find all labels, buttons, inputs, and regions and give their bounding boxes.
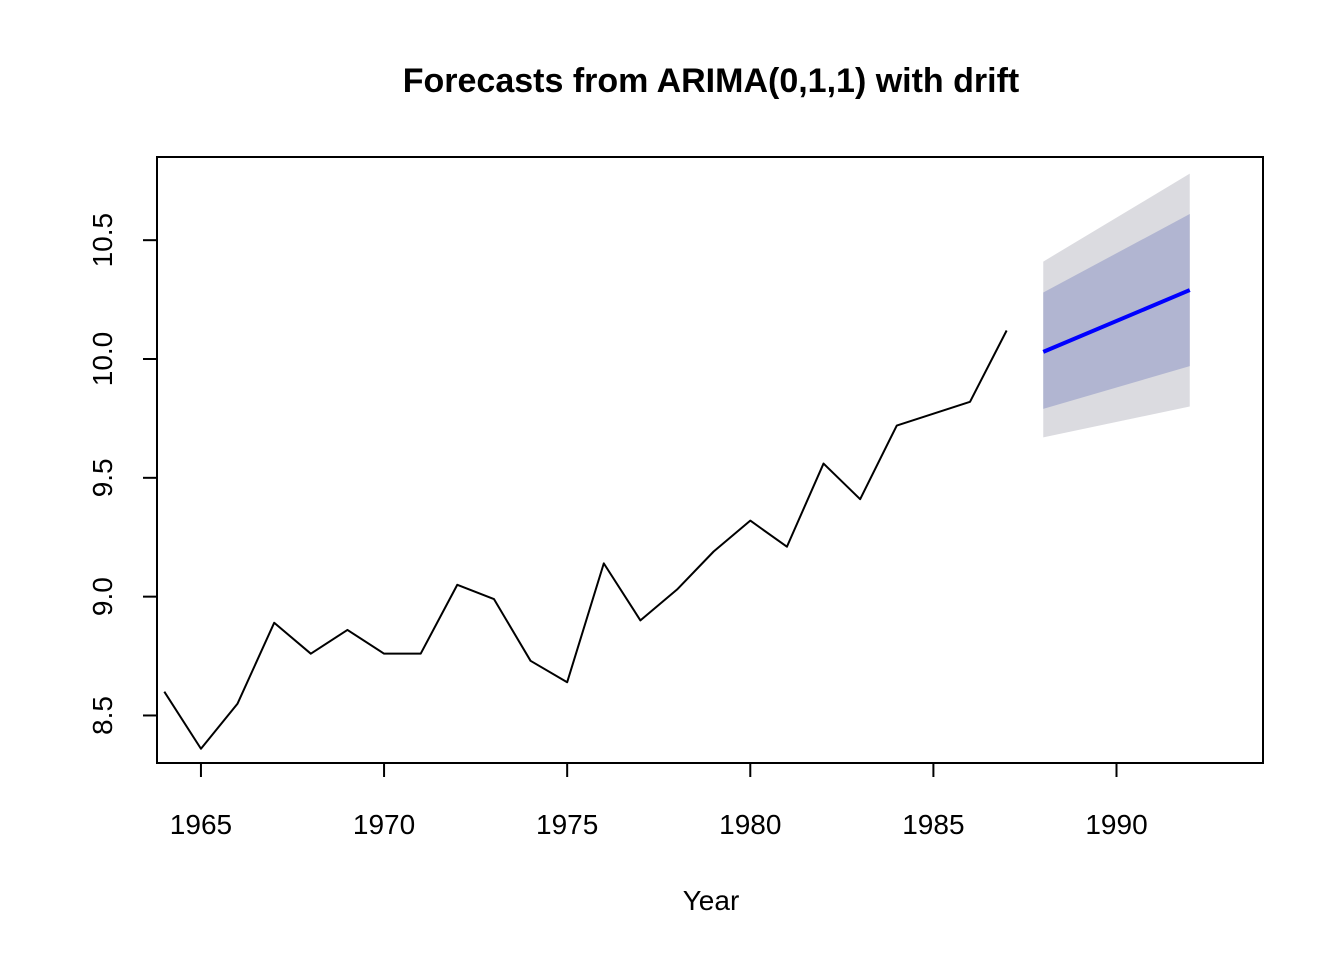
y-axis: 8.5 9.0 9.5 10.0 10.5 <box>87 213 158 735</box>
forecast-series-line <box>1042 288 1191 354</box>
y-tick-label: 8.5 <box>87 696 118 735</box>
band-80 <box>1043 214 1190 409</box>
x-tick-label: 1975 <box>536 809 598 840</box>
prediction-intervals <box>1043 173 1190 438</box>
x-tick-label: 1980 <box>719 809 781 840</box>
y-tick-label: 9.5 <box>87 458 118 497</box>
x-axis: 1965 1970 1975 1980 1985 1990 <box>170 762 1148 840</box>
x-tick-label: 1965 <box>170 809 232 840</box>
observed-series-line <box>163 330 1008 750</box>
series-lines <box>163 288 1191 750</box>
x-tick-label: 1970 <box>353 809 415 840</box>
x-tick-label: 1985 <box>902 809 964 840</box>
chart-title: Forecasts from ARIMA(0,1,1) with drift <box>403 62 1019 100</box>
x-tick-label: 1990 <box>1085 809 1147 840</box>
x-axis-label: Year <box>683 885 740 916</box>
y-tick-label: 9.0 <box>87 577 118 616</box>
y-tick-label: 10.0 <box>87 332 118 387</box>
y-tick-label: 10.5 <box>87 213 118 267</box>
